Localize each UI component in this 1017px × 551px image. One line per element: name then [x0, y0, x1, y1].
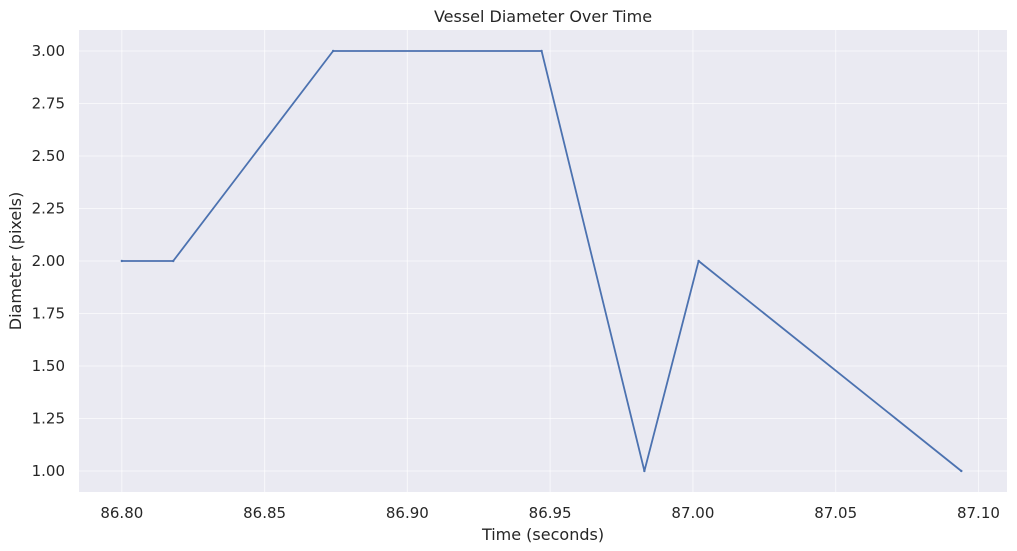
x-tick-label: 87.05	[814, 504, 857, 522]
data-point	[172, 259, 175, 263]
x-tick-label: 87.10	[957, 504, 1000, 522]
data-point	[331, 49, 335, 53]
y-tick-label: 1.50	[32, 357, 65, 375]
grid	[79, 30, 1007, 492]
x-tick-label: 86.90	[386, 504, 429, 522]
y-tick-label: 2.00	[32, 252, 65, 270]
y-tick-label: 1.00	[32, 462, 65, 480]
y-axis-title: Diameter (pixels)	[6, 192, 25, 330]
data-point	[120, 259, 124, 263]
data-point	[643, 469, 646, 473]
chart-title: Vessel Diameter Over Time	[434, 7, 652, 26]
data-point	[697, 259, 700, 263]
y-tick-label: 2.50	[32, 147, 65, 165]
x-axis-ticks: 86.80 86.85 86.90 86.95 87.00 87.05 87.10	[100, 504, 1000, 522]
data-point	[540, 49, 543, 53]
y-tick-label: 1.25	[32, 410, 65, 428]
x-axis-title: Time (seconds)	[481, 525, 604, 544]
x-tick-label: 86.80	[100, 504, 143, 522]
series-layer	[120, 49, 963, 473]
x-tick-label: 86.85	[243, 504, 286, 522]
y-axis-ticks: 1.00 1.25 1.50 1.75 2.00 2.25 2.50 2.75 3.00	[32, 42, 65, 480]
x-tick-label: 87.00	[671, 504, 714, 522]
y-tick-label: 1.75	[32, 305, 65, 323]
y-tick-label: 3.00	[32, 42, 65, 60]
x-tick-label: 86.95	[529, 504, 572, 522]
y-tick-label: 2.75	[32, 95, 65, 113]
y-tick-label: 2.25	[32, 200, 65, 218]
data-point	[960, 469, 963, 473]
